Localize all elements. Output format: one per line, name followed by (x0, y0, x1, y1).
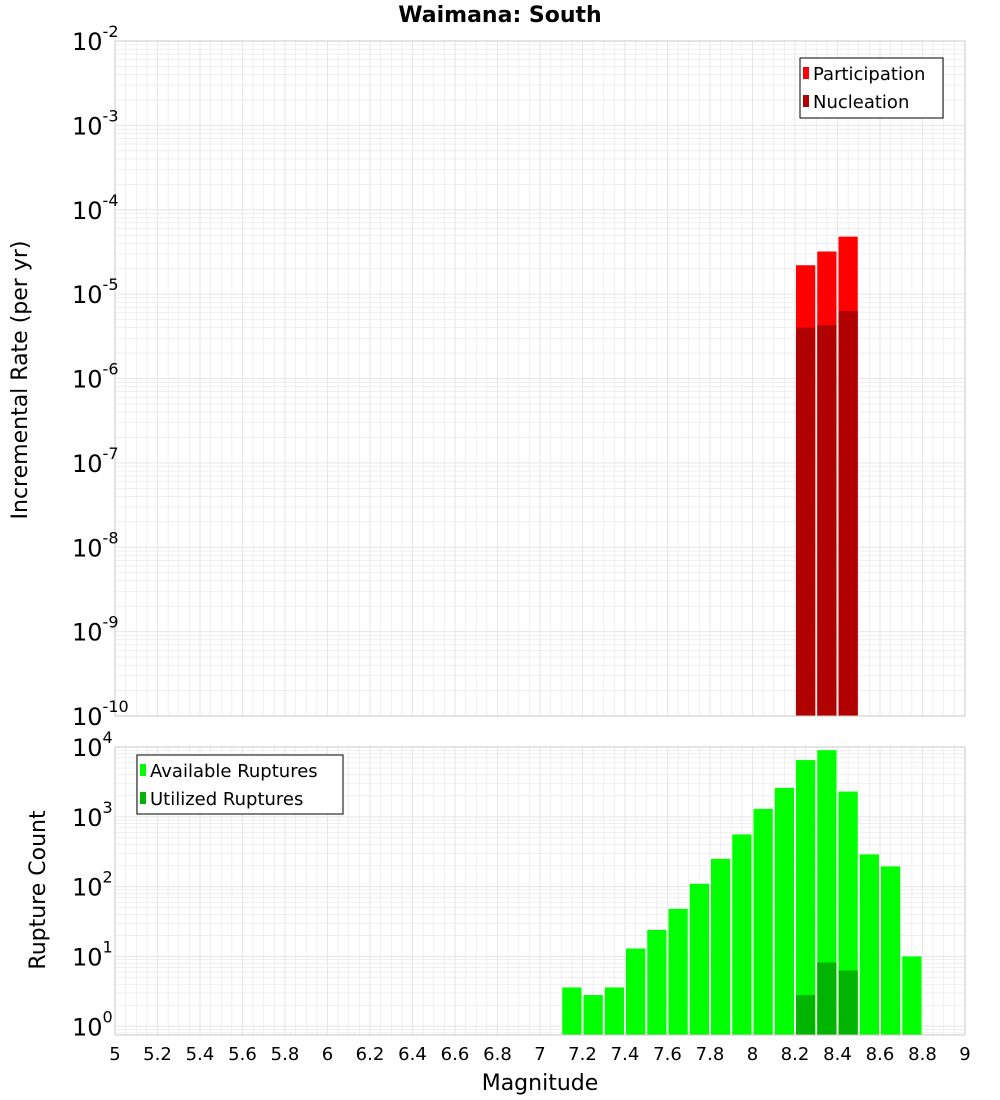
utilized-ruptures-bar (817, 962, 837, 1035)
y-tick-label: 101 (72, 937, 113, 971)
x-tick-label: 6.6 (441, 1044, 470, 1065)
nucleation-bar (817, 325, 837, 716)
nucleation-bar (796, 327, 816, 716)
x-tick-label: 5.2 (143, 1044, 172, 1065)
participation-legend-swatch (803, 67, 809, 79)
x-tick-label: 6.8 (483, 1044, 512, 1065)
top-y-axis-label: Incremental Rate (per yr) (8, 241, 33, 520)
x-tick-label: 7 (534, 1044, 545, 1065)
y-tick-label: 10-6 (72, 360, 119, 394)
y-tick-label: 10-10 (72, 697, 129, 731)
y-tick-label: 10-8 (72, 528, 119, 562)
bottom-bars (562, 750, 922, 1035)
x-tick-label: 5.4 (186, 1044, 215, 1065)
y-tick-label: 10-3 (72, 106, 119, 140)
available-ruptures-bar (753, 808, 773, 1035)
top-legend: Participation Nucleation (799, 57, 944, 119)
top-bars (796, 236, 858, 716)
top-legend-box (799, 57, 944, 119)
bottom-plot-frame (114, 746, 966, 1036)
utilized-legend-label: Utilized Ruptures (150, 789, 303, 810)
available-ruptures-bar (796, 760, 816, 1035)
nucleation-legend-label: Nucleation (813, 92, 909, 113)
utilized-legend-swatch (140, 792, 146, 804)
available-ruptures-bar (711, 858, 731, 1035)
x-tick-label: 8.4 (823, 1044, 852, 1065)
x-tick-label: 7.4 (611, 1044, 640, 1065)
y-tick-label: 10-2 (72, 22, 119, 56)
participation-legend-label: Participation (813, 64, 925, 85)
chart-title: Waimana: South (398, 3, 601, 28)
available-ruptures-bar (604, 987, 624, 1035)
top-plot-frame (114, 40, 966, 717)
available-ruptures-bar (689, 883, 709, 1035)
y-tick-label: 10-9 (72, 613, 119, 647)
y-tick-label: 10-4 (72, 191, 119, 225)
x-tick-label: 7.8 (696, 1044, 725, 1065)
x-tick-label: 8.6 (866, 1044, 895, 1065)
y-tick-label: 10-5 (72, 275, 119, 309)
bottom-y-axis-label: Rupture Count (26, 810, 51, 970)
participation-nucleation-panel: 10-2 10-3 10-4 10-5 10-6 10-7 10-8 10-9 10-10 In… (8, 22, 966, 731)
x-tick-label: 8.8 (908, 1044, 937, 1065)
x-tick-label: 8.2 (781, 1044, 810, 1065)
available-ruptures-bar (647, 929, 667, 1035)
x-ticks: 5 5.2 5.4 5.6 5.8 6 6.2 6.4 6.6 6.8 7 7.2 7.4 7.6 7.8 8… (109, 1044, 970, 1065)
x-tick-label: 6 (322, 1044, 333, 1065)
x-tick-label: 8 (747, 1044, 758, 1065)
available-legend-label: Available Ruptures (150, 761, 318, 782)
bottom-y-ticks: 104 103 102 101 100 (72, 728, 113, 1041)
x-axis-label: Magnitude (482, 1071, 599, 1096)
x-tick-label: 5.6 (228, 1044, 257, 1065)
nucleation-bar (838, 311, 858, 716)
y-tick-label: 100 (72, 1007, 113, 1041)
x-tick-label: 6.2 (356, 1044, 385, 1065)
available-ruptures-bar (668, 908, 688, 1035)
top-grid (114, 41, 966, 717)
top-y-ticks: 10-2 10-3 10-4 10-5 10-6 10-7 10-8 10-9 10-10 (72, 22, 129, 731)
y-tick-label: 10-7 (72, 444, 119, 478)
y-tick-label: 104 (72, 728, 113, 762)
x-tick-label: 9 (959, 1044, 970, 1065)
x-tick-label: 5.8 (271, 1044, 300, 1065)
available-ruptures-bar (583, 995, 603, 1035)
available-ruptures-bar (859, 854, 879, 1035)
rupture-count-panel: 104 103 102 101 100 5 5.2 5.4 5.6 5.8 6 6.2 6.4 6.6 6… (26, 728, 971, 1096)
available-ruptures-bar (732, 834, 752, 1035)
utilized-ruptures-bar (796, 995, 816, 1035)
x-tick-label: 7.2 (568, 1044, 597, 1065)
utilized-ruptures-bar (838, 970, 858, 1035)
x-tick-label: 5 (109, 1044, 120, 1065)
bottom-legend: Available Ruptures Utilized Ruptures (136, 754, 344, 815)
x-tick-label: 6.4 (398, 1044, 427, 1065)
available-ruptures-bar (774, 787, 794, 1035)
x-tick-label: 7.6 (653, 1044, 682, 1065)
available-ruptures-bar (562, 987, 582, 1035)
y-tick-label: 103 (72, 798, 113, 832)
nucleation-legend-swatch (803, 95, 809, 107)
available-ruptures-bar (881, 866, 901, 1035)
bottom-legend-box (136, 754, 344, 815)
y-tick-label: 102 (72, 868, 113, 902)
available-legend-swatch (140, 764, 146, 776)
available-ruptures-bar (626, 948, 646, 1035)
available-ruptures-bar (902, 956, 922, 1035)
